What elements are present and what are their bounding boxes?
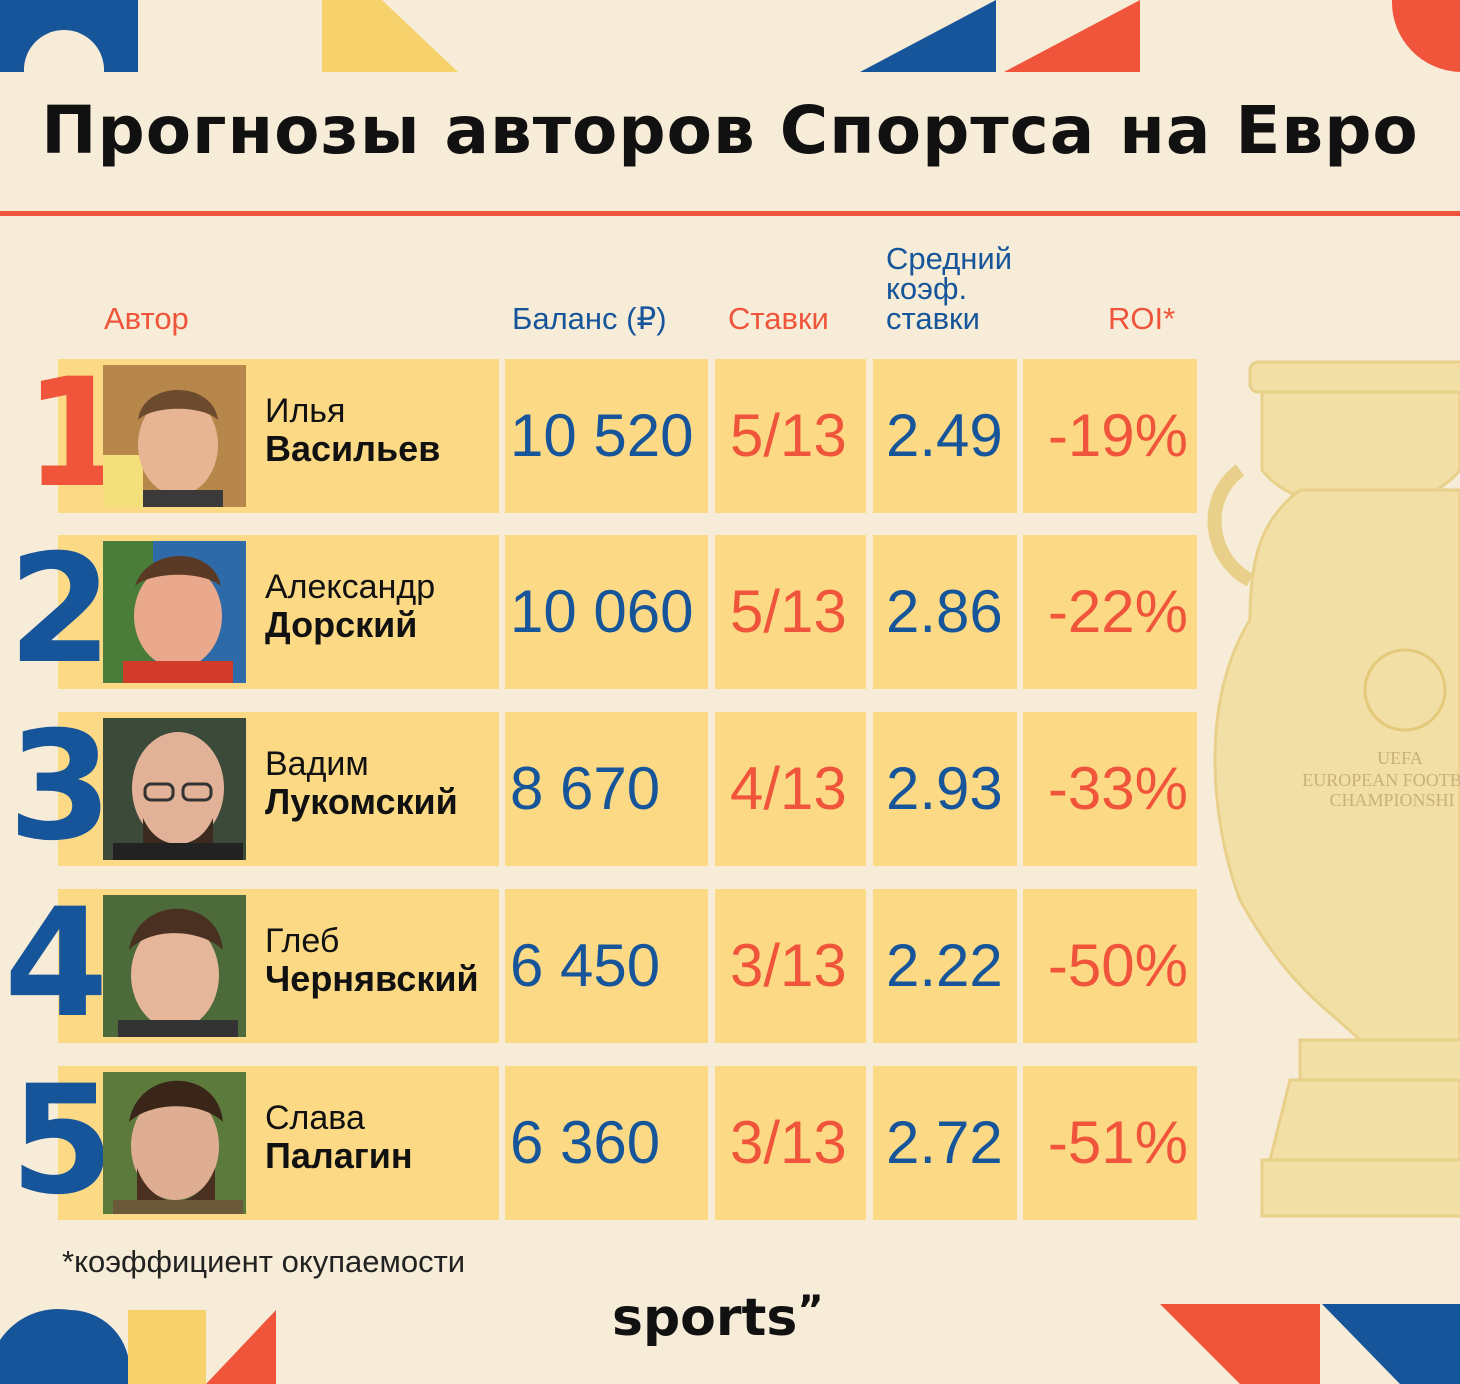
rank-number: 4 [4, 877, 109, 1051]
avatar [103, 365, 246, 507]
odds-value: 2.72 [886, 1109, 1003, 1176]
author-name: Александр Дорский [265, 569, 435, 645]
deco-red-triangle [1004, 0, 1140, 72]
roi-cell [1023, 712, 1197, 866]
balance-cell [505, 889, 708, 1043]
odds-value: 2.86 [886, 578, 1003, 645]
deco-blue-arch [0, 0, 138, 72]
roi-value: -19% [1047, 402, 1188, 469]
header-author: Автор [104, 301, 189, 336]
page-title: Прогнозы авторов Спортса на Евро [41, 92, 1419, 169]
bets-value: 3/13 [730, 1109, 847, 1176]
balance-cell [505, 535, 708, 689]
table-row: 1 Илья Васильев 10 520 5/13 2.49 -19% [0, 347, 1460, 521]
odds-cell [873, 1066, 1017, 1220]
author-name: Слава Палагин [265, 1100, 413, 1176]
odds-cell [873, 889, 1017, 1043]
table-row: 3 Вадим Лукомский 8 670 4/13 2.93 -33% [0, 700, 1460, 874]
bets-value: 4/13 [730, 755, 847, 822]
bets-cell [715, 712, 866, 866]
author-last-name: Чернявский [265, 958, 479, 999]
trophy-text-1: UEFA [1377, 748, 1423, 768]
header-avg-odds: Средний коэф. ставки [886, 241, 1013, 336]
header-bets: Ставки [728, 301, 829, 336]
trophy-text-3: CHAMPIONSHI [1329, 790, 1454, 810]
odds-cell [873, 712, 1017, 866]
author-name: Глеб Чернявский [265, 923, 479, 999]
author-first-name: Слава [265, 1099, 365, 1137]
author-last-name: Палагин [265, 1135, 413, 1176]
author-name: Вадим Лукомский [265, 746, 458, 822]
odds-cell [873, 535, 1017, 689]
bets-cell [715, 535, 866, 689]
deco-red-wedge [206, 1310, 276, 1384]
odds-cell [873, 359, 1017, 513]
author-first-name: Глеб [265, 922, 340, 960]
roi-value: -22% [1047, 578, 1188, 645]
deco-red-parallelogram [1160, 1304, 1320, 1384]
roi-cell [1023, 359, 1197, 513]
deco-yellow-triangle [322, 0, 458, 72]
balance-cell [505, 1066, 708, 1220]
avatar [103, 1072, 246, 1214]
balance-cell [505, 359, 708, 513]
bets-value: 3/13 [730, 932, 847, 999]
roi-cell [1023, 889, 1197, 1043]
deco-blue-dome [0, 1308, 130, 1384]
header-balance: Баланс (₽) [512, 301, 667, 336]
author-name: Илья Васильев [265, 393, 440, 469]
odds-value: 2.22 [886, 932, 1003, 999]
author-last-name: Васильев [265, 428, 441, 469]
rank-number: 2 [8, 523, 113, 697]
balance-value: 8 670 [510, 755, 661, 822]
header-roi: ROI* [1108, 301, 1176, 336]
roi-value: -33% [1047, 755, 1188, 822]
bets-cell [715, 889, 866, 1043]
deco-yellow-block [128, 1310, 206, 1384]
bets-cell [715, 1066, 866, 1220]
rank-number: 3 [8, 700, 113, 874]
rank-number: 5 [10, 1054, 115, 1228]
balance-value: 10 060 [510, 578, 694, 645]
bets-value: 5/13 [730, 402, 847, 469]
header-avg-odds-line-1: Средний [886, 241, 1013, 276]
balance-cell [505, 712, 708, 866]
avatar [103, 895, 246, 1037]
roi-value: -51% [1047, 1109, 1188, 1176]
table-row: 2 Александр Дорский 10 060 5/13 2.86 -22… [0, 523, 1460, 697]
avatar [103, 541, 246, 683]
title-divider [0, 211, 1460, 216]
roi-cell [1023, 1066, 1197, 1220]
deco-red-quarter [1391, 0, 1460, 72]
balance-value: 6 450 [510, 932, 661, 999]
deco-blue-parallelogram [1322, 1304, 1460, 1384]
bets-cell [715, 359, 866, 513]
footnote: *коэффициент окупаемости [62, 1244, 466, 1279]
table-row: 5 Слава Палагин 6 360 3/13 2.72 -51% [0, 1054, 1460, 1228]
header-avg-odds-line-3: ставки [886, 301, 980, 336]
roi-cell [1023, 535, 1197, 689]
author-last-name: Дорский [265, 604, 418, 645]
deco-blue-triangle [860, 0, 996, 72]
balance-value: 6 360 [510, 1109, 661, 1176]
author-first-name: Вадим [265, 745, 369, 783]
trophy-text-2: EUROPEAN FOOTB [1302, 770, 1460, 790]
author-first-name: Александр [265, 568, 436, 606]
roi-value: -50% [1047, 932, 1188, 999]
table-row: 4 Глеб Чернявский 6 450 3/13 2.22 -50% [0, 877, 1460, 1051]
avatar [103, 718, 246, 860]
sports-logo: sports” [612, 1288, 824, 1348]
odds-value: 2.49 [886, 402, 1003, 469]
header-avg-odds-line-2: коэф. [886, 271, 968, 306]
logo-text: sports [612, 1288, 798, 1348]
author-last-name: Лукомский [265, 781, 458, 822]
balance-value: 10 520 [510, 402, 694, 469]
author-first-name: Илья [265, 392, 346, 430]
bets-value: 5/13 [730, 578, 847, 645]
odds-value: 2.93 [886, 755, 1003, 822]
